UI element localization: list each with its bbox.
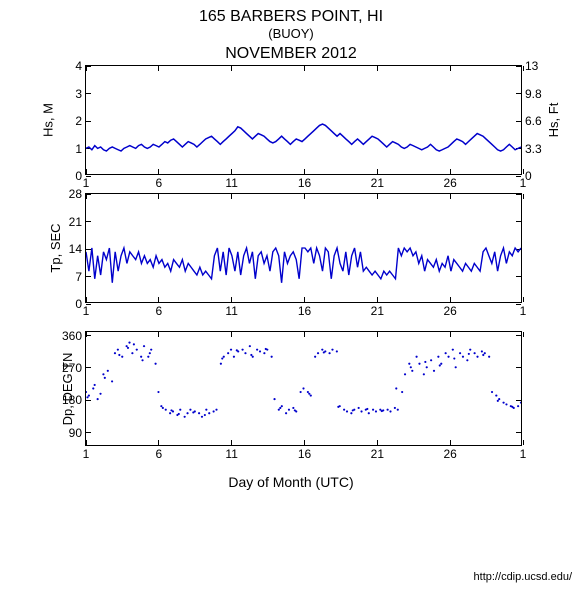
xtick: 21 — [371, 304, 384, 318]
ytick: 28 — [69, 187, 82, 201]
xtick: 16 — [298, 304, 311, 318]
ytick: 21 — [69, 215, 82, 229]
ytick: 0 — [75, 297, 82, 311]
xtick: 1 — [83, 176, 90, 190]
page-month: NOVEMBER 2012 — [0, 45, 582, 63]
xtick: 6 — [155, 304, 162, 318]
xtick: 26 — [443, 304, 456, 318]
xtick: 11 — [225, 447, 237, 461]
chart-tp: Tp, SEC0714212816111621261 — [85, 193, 522, 303]
ytick: 1 — [75, 142, 82, 156]
ytick: 0 — [75, 169, 82, 183]
xtick: 1 — [520, 304, 527, 318]
plot-dp — [86, 332, 521, 445]
xtick: 11 — [225, 176, 237, 190]
ytick: 180 — [62, 393, 82, 407]
xtick: 21 — [371, 447, 384, 461]
x-axis-label: Day of Month (UTC) — [0, 474, 582, 490]
ytick: 90 — [69, 426, 82, 440]
plot-hs — [86, 66, 521, 174]
ytick: 360 — [62, 329, 82, 343]
xtick: 21 — [371, 176, 384, 190]
xtick: 26 — [443, 447, 456, 461]
ytick-right: 3.3 — [525, 142, 542, 156]
page-subtitle: (BUOY) — [0, 26, 582, 41]
ytick-right: 13 — [525, 59, 538, 73]
ytick: 270 — [62, 361, 82, 375]
xtick: 1 — [83, 304, 90, 318]
chart-hs: Hs, MHs, Ft0123403.36.69.81316111621261 — [85, 65, 522, 175]
xtick: 6 — [155, 447, 162, 461]
ytick: 2 — [75, 114, 82, 128]
xtick: 16 — [298, 176, 311, 190]
ylabel-tp: Tp, SEC — [48, 223, 63, 272]
xtick: 11 — [225, 304, 237, 318]
ytick-right: 6.6 — [525, 114, 542, 128]
chart-dp: Dp, DEG TN9018027036016111621261 — [85, 331, 522, 446]
xtick: 26 — [443, 176, 456, 190]
xtick: 6 — [155, 176, 162, 190]
ytick: 14 — [69, 242, 82, 256]
plot-tp — [86, 194, 521, 302]
xtick: 1 — [520, 447, 527, 461]
xtick: 1 — [520, 176, 527, 190]
footer-url: http://cdip.ucsd.edu/ — [474, 571, 572, 583]
ytick: 7 — [75, 270, 82, 284]
charts-container: Hs, MHs, Ft0123403.36.69.81316111621261 T… — [0, 65, 582, 446]
xtick: 16 — [298, 447, 311, 461]
ylabel2-hs: Hs, Ft — [546, 103, 561, 138]
page-title: 165 BARBERS POINT, HI — [0, 8, 582, 26]
ytick-right: 9.8 — [525, 87, 542, 101]
ytick: 4 — [75, 59, 82, 73]
xtick: 1 — [83, 447, 90, 461]
ytick: 3 — [75, 87, 82, 101]
ylabel-hs: Hs, M — [40, 103, 55, 137]
